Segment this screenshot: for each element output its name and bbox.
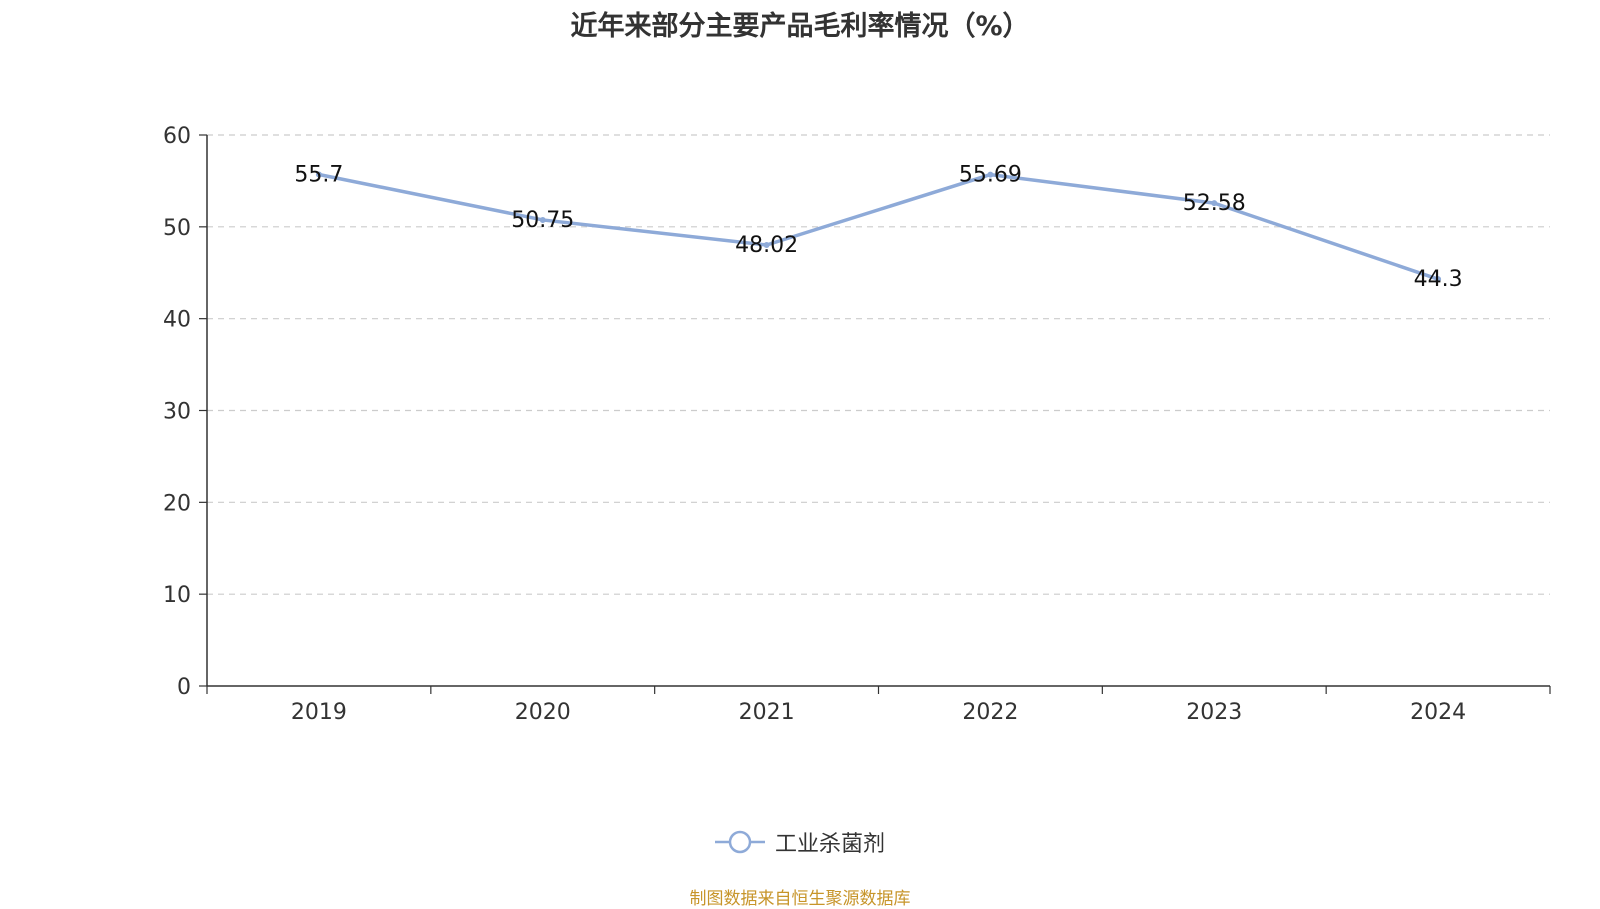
data-label: 55.69 — [959, 163, 1022, 188]
x-tick-label: 2024 — [1410, 700, 1466, 725]
y-tick-label: 10 — [163, 583, 191, 608]
x-tick-label: 2023 — [1186, 700, 1242, 725]
data-label: 48.02 — [735, 233, 798, 258]
data-label: 55.7 — [294, 162, 343, 187]
y-tick-label: 50 — [163, 216, 191, 241]
data-point — [539, 216, 546, 223]
x-tick-label: 2021 — [739, 700, 795, 725]
grid-layer — [207, 134, 1550, 595]
y-tick-label: 40 — [163, 308, 191, 333]
legend[interactable]: 工业杀菌剂 — [0, 826, 1600, 861]
data-point — [763, 242, 770, 249]
data-label: 44.3 — [1414, 267, 1463, 292]
y-tick-label: 30 — [163, 400, 191, 425]
y-tick-label: 60 — [163, 124, 191, 149]
x-tick-label: 2020 — [515, 700, 571, 725]
legend-line-circle-icon — [714, 830, 765, 854]
legend-item[interactable]: 工业杀菌剂 — [714, 826, 885, 858]
label-layer: 55.7 50.75 48.02 55.69 52.58 44.3 — [294, 162, 1462, 292]
data-point — [987, 171, 994, 178]
data-label: 50.75 — [511, 208, 574, 233]
x-tick-label: 2019 — [291, 700, 347, 725]
source-note: 制图数据来自恒生聚源数据库 — [689, 889, 911, 909]
axis-layer: 0 10 20 30 40 50 60 2019 2020 2021 2022 2023 2024 — [163, 124, 1551, 725]
y-tick-label: 20 — [163, 491, 191, 516]
data-point — [1435, 276, 1442, 283]
series-layer — [315, 171, 1442, 283]
data-label: 52.58 — [1183, 191, 1246, 216]
series-line — [318, 172, 1439, 281]
y-tick-label: 0 — [177, 675, 191, 700]
legend-label: 工业杀菌剂 — [774, 832, 885, 857]
data-point — [315, 171, 322, 178]
data-point — [1211, 200, 1218, 207]
x-tick-label: 2022 — [962, 700, 1018, 725]
chart-title: 近年来部分主要产品毛利率情况（%） — [570, 11, 1030, 42]
